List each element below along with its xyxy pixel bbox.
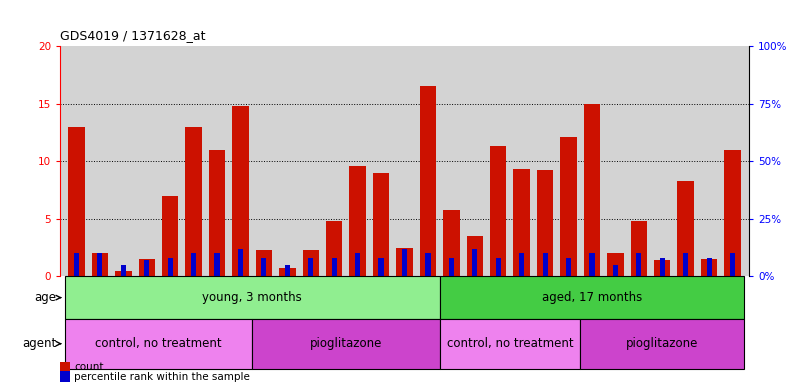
Bar xyxy=(607,253,624,276)
Bar xyxy=(379,258,384,276)
Bar xyxy=(490,146,506,276)
Text: age: age xyxy=(34,291,56,304)
Bar xyxy=(98,253,103,276)
Bar xyxy=(584,104,600,276)
Bar xyxy=(139,259,155,276)
Bar xyxy=(162,196,179,276)
Text: control, no treatment: control, no treatment xyxy=(95,337,222,350)
Bar xyxy=(402,249,407,276)
Bar xyxy=(683,253,688,276)
Bar xyxy=(121,265,126,276)
Bar xyxy=(191,253,196,276)
Bar xyxy=(473,249,477,276)
Bar xyxy=(519,253,524,276)
Bar xyxy=(209,150,225,276)
Text: pioglitazone: pioglitazone xyxy=(310,337,382,350)
Bar xyxy=(74,253,79,276)
Bar xyxy=(590,253,594,276)
Bar xyxy=(349,166,366,276)
Bar xyxy=(167,258,173,276)
Bar xyxy=(630,221,647,276)
Bar xyxy=(660,258,665,276)
Bar xyxy=(701,259,718,276)
Bar xyxy=(68,127,85,276)
Bar xyxy=(496,258,501,276)
Bar xyxy=(326,221,342,276)
Bar xyxy=(513,169,529,276)
Bar xyxy=(613,265,618,276)
Bar xyxy=(373,173,389,276)
Bar xyxy=(256,250,272,276)
Bar xyxy=(238,249,243,276)
Bar xyxy=(724,150,741,276)
Bar xyxy=(91,253,108,276)
Bar xyxy=(303,250,319,276)
Bar xyxy=(706,258,711,276)
Text: agent: agent xyxy=(22,337,56,350)
Bar xyxy=(332,258,336,276)
Bar xyxy=(449,258,454,276)
Bar xyxy=(425,253,430,276)
Bar xyxy=(144,260,149,276)
Bar xyxy=(542,253,548,276)
Bar xyxy=(261,258,267,276)
Text: pioglitazone: pioglitazone xyxy=(626,337,698,350)
Bar xyxy=(654,260,670,276)
Bar xyxy=(730,253,735,276)
Text: aged, 17 months: aged, 17 months xyxy=(541,291,642,304)
Bar xyxy=(185,127,202,276)
Bar xyxy=(467,236,483,276)
Bar xyxy=(636,253,642,276)
Bar xyxy=(537,170,553,276)
Text: control, no treatment: control, no treatment xyxy=(447,337,574,350)
Bar xyxy=(396,248,413,276)
Bar xyxy=(308,258,313,276)
Bar xyxy=(115,271,131,276)
Bar xyxy=(420,86,436,276)
Bar xyxy=(285,265,290,276)
Text: GDS4019 / 1371628_at: GDS4019 / 1371628_at xyxy=(60,29,206,42)
Bar xyxy=(215,253,219,276)
Text: count: count xyxy=(74,362,104,372)
Bar xyxy=(561,137,577,276)
Bar xyxy=(566,258,571,276)
Bar xyxy=(678,181,694,276)
Bar xyxy=(280,268,296,276)
Text: young, 3 months: young, 3 months xyxy=(203,291,302,304)
Bar xyxy=(443,210,460,276)
Bar xyxy=(232,106,248,276)
Bar xyxy=(355,253,360,276)
Text: percentile rank within the sample: percentile rank within the sample xyxy=(74,372,251,382)
